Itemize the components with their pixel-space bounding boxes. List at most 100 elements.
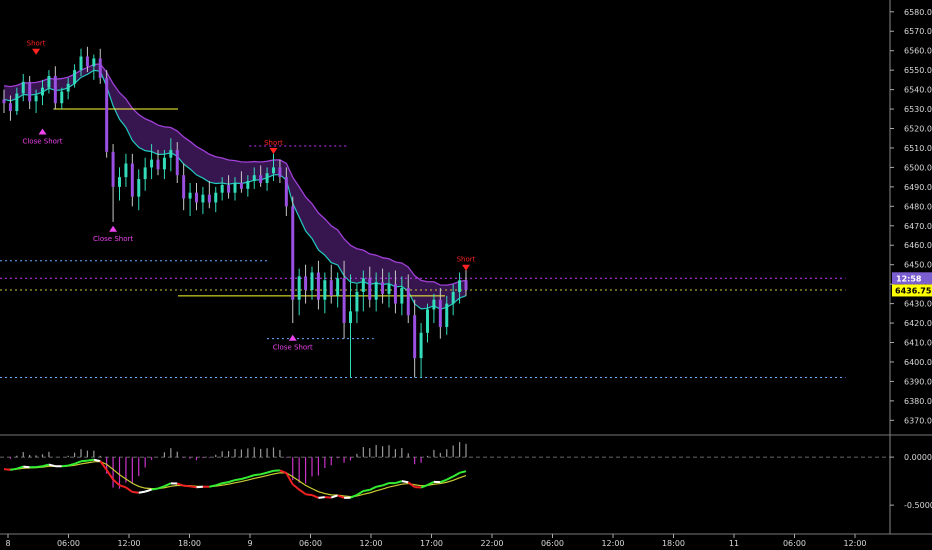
candle-body bbox=[79, 56, 83, 71]
signal-arrow-down bbox=[32, 48, 41, 55]
price-tick-label: 6580.00 bbox=[904, 8, 932, 17]
signal-label: Short bbox=[264, 139, 283, 147]
osc-main-line-segment bbox=[189, 485, 197, 489]
osc-main-line-segment bbox=[427, 480, 435, 486]
candle-body bbox=[342, 278, 346, 324]
ma-cloud bbox=[4, 63, 466, 310]
candle-body bbox=[374, 282, 378, 300]
candle-body bbox=[323, 280, 327, 300]
osc-main-line-segment bbox=[87, 458, 94, 462]
osc-main-line-segment bbox=[80, 459, 88, 463]
candle-body bbox=[2, 99, 6, 104]
osc-main-line-segment bbox=[125, 486, 133, 493]
time-tick-label: 12:00 bbox=[843, 539, 866, 548]
candle-body bbox=[111, 151, 115, 187]
signal-arrow-down bbox=[269, 147, 278, 154]
time-tick-label: 8 bbox=[5, 539, 10, 548]
osc-main-line-segment bbox=[254, 473, 261, 477]
osc-main-line-segment bbox=[260, 471, 268, 476]
time-tick-label: 06:00 bbox=[57, 539, 80, 548]
candle-body bbox=[252, 175, 256, 182]
osc-main-line-segment bbox=[215, 482, 223, 487]
candle-body bbox=[182, 175, 186, 199]
time-tick-label: 12:00 bbox=[601, 539, 624, 548]
candle-body bbox=[150, 159, 154, 168]
osc-main-line-segment bbox=[395, 480, 403, 485]
candle-body bbox=[272, 167, 275, 174]
time-tick-label: 06:00 bbox=[783, 539, 806, 548]
candle-body bbox=[162, 157, 166, 170]
osc-main-line-segment bbox=[164, 482, 172, 488]
price-tick-label: 6500.00 bbox=[904, 163, 932, 172]
price-tick-label: 6490.00 bbox=[904, 183, 932, 192]
candle-body bbox=[246, 181, 250, 189]
time-tick-label: 17:00 bbox=[420, 539, 443, 548]
candle-body bbox=[28, 81, 32, 102]
osc-main-line-segment bbox=[356, 490, 364, 496]
osc-main-line-segment bbox=[196, 485, 203, 489]
osc-main-line-segment bbox=[318, 496, 325, 499]
candle-body bbox=[73, 70, 77, 84]
price-tick-label: 6470.00 bbox=[904, 222, 932, 231]
signal-marker: Close Short bbox=[273, 334, 313, 352]
candle-body bbox=[60, 91, 64, 104]
candle-body bbox=[432, 299, 436, 310]
osc-tick-label: 0.0000 bbox=[904, 453, 932, 462]
candle-body bbox=[361, 278, 365, 292]
osc-main-line-segment bbox=[407, 481, 416, 488]
time-tick-label: 12:00 bbox=[117, 539, 140, 548]
osc-main-line-segment bbox=[363, 488, 370, 492]
candle-body bbox=[316, 272, 320, 300]
candle-body bbox=[297, 276, 301, 300]
price-tick-label: 6380.00 bbox=[904, 397, 932, 406]
osc-main-line-segment bbox=[209, 484, 216, 488]
price-tick-label: 6520.00 bbox=[904, 125, 932, 134]
candle-body bbox=[41, 87, 44, 96]
price-tick-label: 6420.00 bbox=[904, 319, 932, 328]
candle-body bbox=[214, 192, 218, 203]
candle-body bbox=[8, 103, 12, 111]
osc-main-line-segment bbox=[42, 463, 50, 468]
osc-main-line-segment bbox=[74, 460, 82, 465]
candle-body bbox=[47, 75, 51, 88]
osc-main-line-segment bbox=[99, 460, 108, 471]
signal-arrow-up bbox=[38, 128, 47, 135]
osc-main-line-segment bbox=[144, 488, 152, 493]
signal-marker: Close Short bbox=[22, 128, 63, 146]
osc-main-line-segment bbox=[337, 494, 345, 499]
candle-body bbox=[34, 95, 38, 102]
candle-body bbox=[233, 182, 237, 193]
candle-body bbox=[118, 177, 121, 187]
candle-body bbox=[265, 173, 269, 183]
signal-arrow-up bbox=[288, 334, 297, 341]
time-tick-label: 18:00 bbox=[662, 539, 685, 548]
time-tick-label: 9 bbox=[247, 539, 252, 548]
candle-body bbox=[355, 291, 359, 312]
osc-main-line-segment bbox=[247, 474, 255, 479]
candle-body bbox=[259, 175, 263, 183]
signal-label: Close Short bbox=[273, 344, 313, 352]
candle-body bbox=[201, 194, 205, 203]
osc-main-line-segment bbox=[157, 485, 165, 490]
osc-main-line-segment bbox=[350, 494, 358, 499]
candle-body bbox=[175, 149, 179, 176]
candle-body bbox=[393, 284, 397, 304]
osc-main-line-segment bbox=[16, 465, 24, 470]
candle-body bbox=[368, 278, 372, 300]
osc-main-line-segment bbox=[119, 484, 127, 489]
osc-main-line-segment bbox=[228, 479, 236, 484]
osc-main-line-segment bbox=[420, 484, 428, 489]
current-price-badge bbox=[892, 284, 932, 297]
osc-main-line-segment bbox=[311, 494, 319, 499]
signal-label: Close Short bbox=[22, 138, 62, 146]
candle-body bbox=[220, 184, 224, 193]
signal-marker: Short bbox=[27, 40, 46, 55]
price-tick-label: 6430.00 bbox=[904, 300, 932, 309]
osc-main-line-segment bbox=[48, 463, 56, 468]
candle-body bbox=[400, 288, 404, 304]
osc-main-line-segment bbox=[10, 467, 18, 471]
signal-arrow-up bbox=[109, 225, 118, 232]
osc-main-line-segment bbox=[279, 469, 287, 475]
candle-body bbox=[291, 206, 295, 300]
